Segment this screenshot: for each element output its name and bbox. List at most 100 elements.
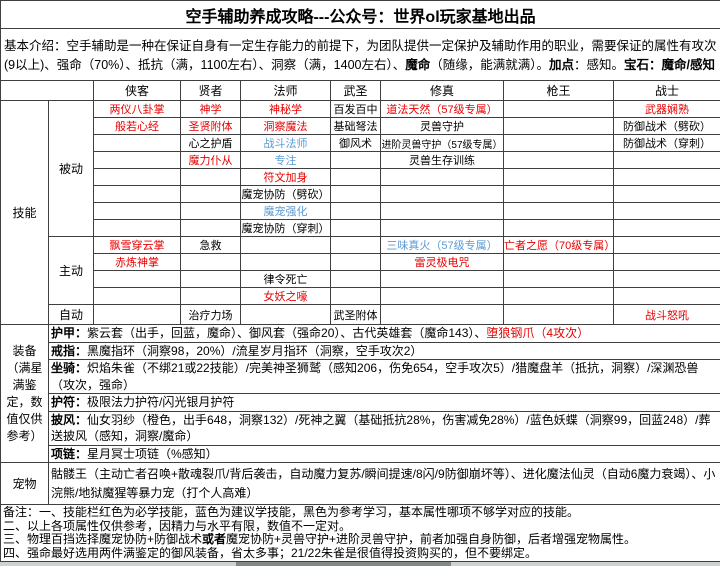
skill-cell[interactable] [181,288,241,305]
skill-cell[interactable]: 圣贤附体 [181,118,241,135]
skill-cell[interactable] [181,203,241,220]
skill-cell[interactable] [381,271,504,288]
skill-cell[interactable] [381,288,504,305]
skill-cell[interactable]: 基础弩法 [331,118,381,135]
skill-cell[interactable] [504,254,614,271]
skill-cell[interactable]: 洞察魔法 [241,118,331,135]
skill-cell[interactable]: 武圣附体 [331,305,381,325]
skill-cell[interactable] [381,220,504,237]
skill-cell[interactable]: 御风术 [331,135,381,152]
skill-cell[interactable] [94,271,181,288]
equipment-section-label[interactable]: 装备（满星满鉴定，数值仅供参考） [1,325,49,463]
equip-row-content[interactable]: 护甲：紫云套（出手，回蓝，魔命）、御风套（强命20）、古代英雄套（魔命143）、… [49,325,720,343]
skill-cell[interactable] [614,203,720,220]
skill-cell[interactable] [614,152,720,169]
skill-cell[interactable] [331,203,381,220]
skill-cell[interactable]: 百发百中 [331,101,381,118]
skill-cell[interactable] [181,169,241,186]
skill-group-label[interactable]: 被动 [49,101,94,237]
skill-cell[interactable]: 三味真火（57级专属） [381,237,504,254]
equip-row-content[interactable]: 戒指：黑魔指环（洞察98，20%）/流星岁月指环（洞察，空手攻次2） [49,342,720,360]
skill-cell[interactable] [331,152,381,169]
skill-cell[interactable] [504,101,614,118]
skill-cell[interactable] [331,169,381,186]
skill-cell[interactable]: 女妖之嚎 [241,288,331,305]
skill-cell[interactable] [181,254,241,271]
skill-group-label[interactable]: 主动 [49,237,94,305]
class-header-cell[interactable]: 贤者 [181,81,241,101]
skill-cell[interactable]: 战斗怒吼 [614,305,720,325]
class-header-cell[interactable]: 修真 [381,81,504,101]
pets-section-label[interactable]: 宠物 [1,463,49,505]
equip-row-content[interactable]: 护符：极限法力护符/闪光银月护符 [49,394,720,412]
skill-cell[interactable]: 灵兽守护 [381,118,504,135]
skill-cell[interactable]: 灵兽生存训练 [381,152,504,169]
skill-cell[interactable] [614,254,720,271]
skill-cell[interactable] [94,203,181,220]
skill-cell[interactable] [94,186,181,203]
skill-cell[interactable] [381,305,504,325]
skill-cell[interactable]: 神学 [181,101,241,118]
skill-cell[interactable]: 雷灵极电咒 [381,254,504,271]
skill-cell[interactable]: 魔宠协防（劈砍） [241,186,331,203]
class-header-cell[interactable]: 侠客 [94,81,181,101]
skill-cell[interactable] [94,220,181,237]
skill-cell[interactable]: 赤炼神掌 [94,254,181,271]
skill-cell[interactable] [504,220,614,237]
pets-content[interactable]: 骷髅王（主动亡者召唤+散魂裂爪/背后袭击，自动魔力复苏/瞬间提速/8闪/9防御崩… [49,463,720,505]
corner-cell[interactable] [1,81,94,101]
skill-cell[interactable]: 魔宠协防（穿刺） [241,220,331,237]
skill-cell[interactable] [504,305,614,325]
equip-row-content[interactable]: 坐骑：炽焰朱雀（不绑21或22技能）/完美神圣狮鹫（感知206，伤免654，空手… [49,360,720,394]
skill-cell[interactable] [381,169,504,186]
skill-cell[interactable] [94,152,181,169]
skill-cell[interactable] [181,220,241,237]
skill-cell[interactable] [504,203,614,220]
skill-cell[interactable] [181,186,241,203]
skill-cell[interactable] [614,288,720,305]
skill-cell[interactable] [614,237,720,254]
skill-cell[interactable]: 道法天然（57级专属） [381,101,504,118]
skill-cell[interactable]: 魔力仆从 [181,152,241,169]
class-header-cell[interactable]: 战士 [614,81,720,101]
skill-cell[interactable]: 两仪八卦掌 [94,101,181,118]
skill-cell[interactable] [504,169,614,186]
skill-cell[interactable] [331,288,381,305]
skill-cell[interactable]: 战斗法师 [241,135,331,152]
skill-cell[interactable] [241,237,331,254]
skill-cell[interactable] [331,271,381,288]
skill-cell[interactable]: 神秘学 [241,101,331,118]
equip-row-content[interactable]: 项链：星月冥士项链（%感知） [49,445,720,463]
notes-cell[interactable]: 备注：一、技能栏红色为必学技能，蓝色为建议学技能，黑色为参考学习，基本属性哪项不… [1,505,720,562]
skill-cell[interactable]: 飘雪穿云掌 [94,237,181,254]
skill-cell[interactable] [504,152,614,169]
class-header-cell[interactable]: 武圣 [331,81,381,101]
skill-cell[interactable] [614,186,720,203]
skill-cell[interactable]: 亡者之愿（70级专属） [504,237,614,254]
skill-cell[interactable]: 防御战术（劈砍） [614,118,720,135]
skill-cell[interactable] [504,135,614,152]
skill-cell[interactable] [381,186,504,203]
skill-cell[interactable] [94,135,181,152]
skill-cell[interactable]: 律令死亡 [241,271,331,288]
skill-cell[interactable]: 治疗力场 [181,305,241,325]
skill-cell[interactable] [94,305,181,325]
skill-cell[interactable] [504,118,614,135]
skill-cell[interactable] [241,305,331,325]
skill-cell[interactable] [241,254,331,271]
skill-cell[interactable]: 急救 [181,237,241,254]
skill-cell[interactable] [614,220,720,237]
class-header-cell[interactable]: 枪王 [504,81,614,101]
skill-cell[interactable] [614,271,720,288]
skill-cell[interactable]: 般若心经 [94,118,181,135]
class-header-cell[interactable]: 法师 [241,81,331,101]
intro-text[interactable]: 基本介绍：空手辅助是一种在保证自身有一定生存能力的前提下，为团队提供一定保护及辅… [1,29,720,81]
skill-cell[interactable] [504,271,614,288]
skill-cell[interactable]: 武器娴熟 [614,101,720,118]
equip-row-content[interactable]: 披风：仙女羽纱（橙色，出手648，洞察132）/死神之翼（基础抵抗28%，伤害减… [49,411,720,445]
skill-cell[interactable] [94,288,181,305]
skill-cell[interactable]: 心之护盾 [181,135,241,152]
skill-cell[interactable] [94,169,181,186]
skill-cell[interactable]: 进阶灵兽守护（57级专属） [381,135,504,152]
skill-cell[interactable]: 魔宠强化 [241,203,331,220]
